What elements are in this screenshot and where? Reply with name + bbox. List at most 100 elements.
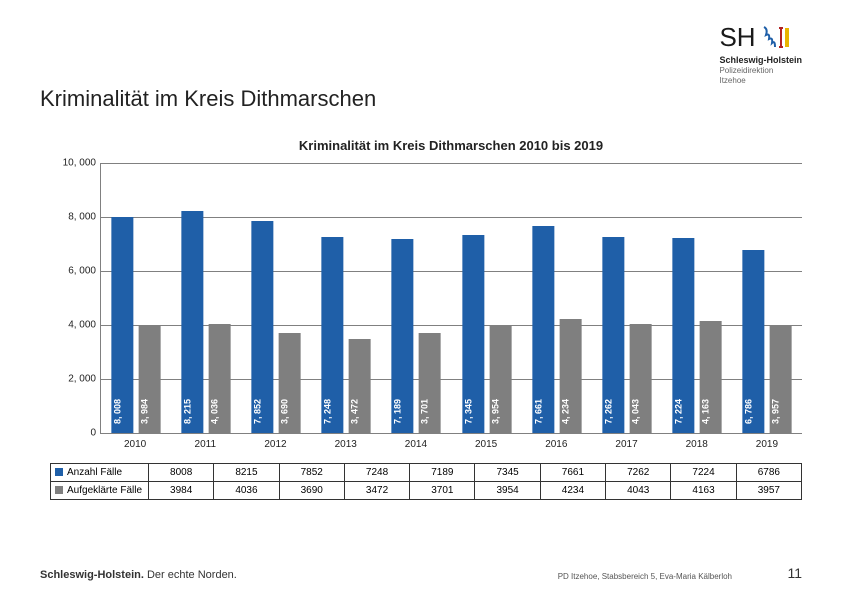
table-cell: 8215 (214, 464, 279, 482)
table-cell: 8008 (149, 464, 214, 482)
chart-plot-area: 8, 008 3, 984 8, 215 4, 036 7, 852 3, 690 7, 2… (100, 163, 802, 433)
x-tick-label: 2010 (100, 433, 170, 463)
table-cell: 3690 (279, 482, 344, 500)
table-cell: 7224 (671, 464, 736, 482)
table-row-header: Anzahl Fälle (51, 464, 149, 482)
bar-value-label: 7, 852 (253, 399, 263, 424)
legend-swatch-icon (55, 486, 63, 494)
bar-group: 7, 661 4, 234 (522, 163, 592, 433)
x-tick-label: 2011 (170, 433, 240, 463)
bar: 4, 036 (209, 324, 231, 433)
bar: 4, 043 (629, 324, 651, 433)
bar-group: 7, 224 4, 163 (662, 163, 732, 433)
bar: 7, 189 (392, 239, 414, 433)
footer-brand-bold: Schleswig-Holstein. (40, 569, 144, 581)
x-tick-label: 2015 (451, 433, 521, 463)
logo-sh-text: SH (719, 22, 755, 53)
bar-group: 7, 189 3, 701 (381, 163, 451, 433)
legend-swatch-icon (55, 468, 63, 476)
bar: 3, 984 (139, 325, 161, 433)
bar-value-label: 4, 036 (210, 399, 220, 424)
bar: 4, 234 (559, 319, 581, 433)
table-cell: 3954 (475, 482, 540, 500)
table-cell: 7262 (606, 464, 671, 482)
bar: 3, 954 (489, 326, 511, 433)
logo-line1: Schleswig-Holstein (719, 55, 802, 66)
bar: 6, 786 (742, 250, 764, 433)
bar-value-label: 8, 008 (112, 399, 122, 424)
bar-value-label: 7, 661 (533, 399, 543, 424)
table-cell: 4043 (606, 482, 671, 500)
bar-group: 7, 345 3, 954 (451, 163, 521, 433)
table-cell: 7661 (540, 464, 605, 482)
bar-value-label: 3, 690 (280, 399, 290, 424)
y-tick-label: 8, 000 (68, 212, 96, 223)
bar-value-label: 6, 786 (743, 399, 753, 424)
x-tick-label: 2019 (732, 433, 802, 463)
y-tick-label: 2, 000 (68, 374, 96, 385)
bar-group: 8, 008 3, 984 (101, 163, 171, 433)
footer-brand: Schleswig-Holstein. Der echte Norden. (40, 569, 237, 581)
x-tick-label: 2013 (311, 433, 381, 463)
bar-value-label: 3, 954 (490, 399, 500, 424)
bar-value-label: 7, 262 (603, 399, 613, 424)
bar-value-label: 4, 163 (700, 399, 710, 424)
x-tick-label: 2014 (381, 433, 451, 463)
table-cell: 7248 (344, 464, 409, 482)
bar-group: 7, 852 3, 690 (241, 163, 311, 433)
bar: 8, 008 (111, 217, 133, 433)
table-cell: 7345 (475, 464, 540, 482)
bar: 8, 215 (182, 211, 204, 433)
bar-value-label: 7, 345 (463, 399, 473, 424)
bar-value-label: 3, 701 (420, 399, 430, 424)
bar: 3, 690 (279, 333, 301, 433)
bar-group: 7, 248 3, 472 (311, 163, 381, 433)
bar: 4, 163 (699, 321, 721, 433)
bar-value-label: 3, 957 (771, 399, 781, 424)
bar-group: 8, 215 4, 036 (171, 163, 241, 433)
y-tick-label: 0 (90, 428, 96, 439)
bar-value-label: 7, 248 (323, 399, 333, 424)
table-cell: 7852 (279, 464, 344, 482)
bar-group: 7, 262 4, 043 (592, 163, 662, 433)
table-cell: 4163 (671, 482, 736, 500)
bar: 7, 852 (252, 221, 274, 433)
x-tick-label: 2016 (521, 433, 591, 463)
bar: 3, 701 (419, 333, 441, 433)
bar-chart: 02, 0004, 0006, 0008, 00010, 000 8, 0083… (50, 163, 802, 463)
branding-block: SH Schleswig-Holstein Polizeidirektion I… (719, 22, 802, 85)
x-tick-label: 2017 (591, 433, 661, 463)
table-cell: 4234 (540, 482, 605, 500)
footer-page-number: 11 (787, 565, 802, 581)
y-tick-label: 4, 000 (68, 320, 96, 331)
bar: 7, 262 (602, 237, 624, 433)
bar: 3, 472 (349, 339, 371, 433)
table-cell: 3701 (410, 482, 475, 500)
bar: 7, 345 (462, 235, 484, 433)
table-cell: 3984 (149, 482, 214, 500)
table-cell: 6786 (736, 464, 801, 482)
bar-value-label: 7, 189 (393, 399, 403, 424)
x-tick-label: 2018 (662, 433, 732, 463)
chart-title: Kriminalität im Kreis Dithmarschen 2010 … (40, 138, 802, 153)
x-tick-label: 2012 (240, 433, 310, 463)
table-cell: 7189 (410, 464, 475, 482)
bar: 7, 248 (322, 237, 344, 433)
y-tick-label: 6, 000 (68, 266, 96, 277)
table-row-header: Aufgeklärte Fälle (51, 482, 149, 500)
bar-group: 6, 786 3, 957 (732, 163, 802, 433)
table-cell: 4036 (214, 482, 279, 500)
footer-source: PD Itzehoe, Stabsbereich 5, Eva-Maria Kä… (558, 572, 732, 581)
bar: 7, 224 (672, 238, 694, 433)
bar: 7, 661 (532, 226, 554, 433)
logo-line2: Polizeidirektion (719, 66, 802, 76)
bar-value-label: 8, 215 (183, 399, 193, 424)
coat-of-arms-icon (762, 25, 790, 51)
bar-value-label: 3, 472 (350, 399, 360, 424)
bar: 3, 957 (770, 326, 792, 433)
data-table: Anzahl Fälle8008821578527248718973457661… (50, 463, 802, 500)
table-cell: 3957 (736, 482, 801, 500)
y-tick-label: 10, 000 (63, 158, 96, 169)
bar-value-label: 3, 984 (140, 399, 150, 424)
table-cell: 3472 (344, 482, 409, 500)
